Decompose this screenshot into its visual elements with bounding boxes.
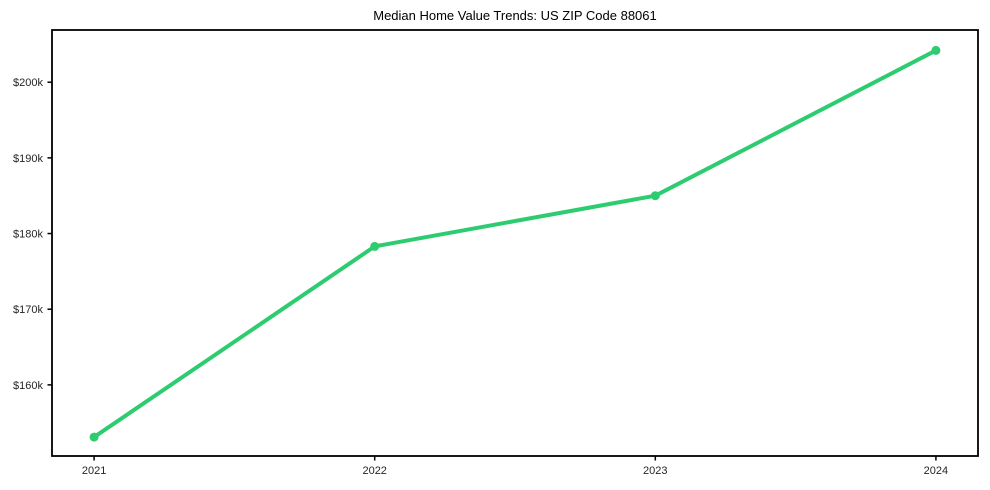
series-line — [92, 48, 938, 440]
x-tick-label: 2022 — [362, 465, 386, 477]
y-tick-label: $170k — [13, 304, 43, 316]
y-tick-label: $200k — [13, 77, 43, 89]
x-tick-label: 2023 — [643, 465, 667, 477]
data-point-marker — [370, 241, 380, 251]
y-tick-label: $180k — [13, 229, 43, 241]
plot-border — [51, 29, 979, 457]
chart-title: Median Home Value Trends: US ZIP Code 88… — [373, 8, 657, 23]
y-tick-label: $190k — [13, 153, 43, 165]
data-point-marker — [89, 432, 99, 442]
x-tick-label: 2024 — [924, 465, 948, 477]
y-tick-label: $160k — [13, 380, 43, 392]
data-point-marker — [931, 45, 941, 55]
data-point-marker — [650, 191, 660, 201]
x-tick-label: 2021 — [82, 465, 106, 477]
